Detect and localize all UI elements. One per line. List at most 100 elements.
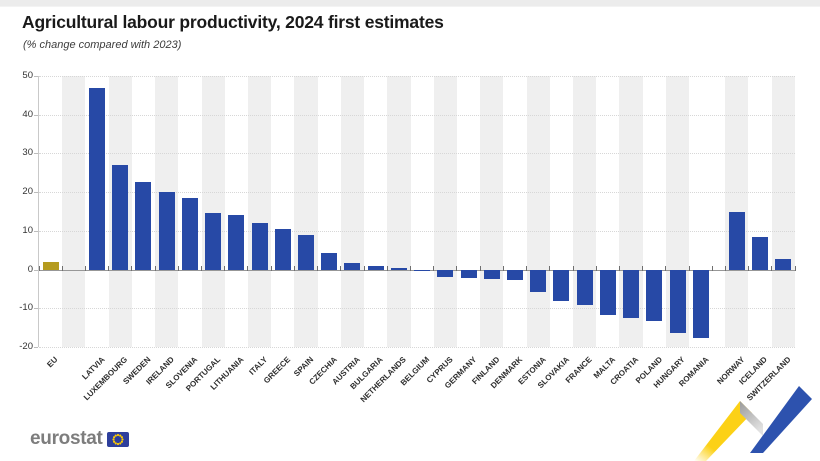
column-malta: MALTA	[592, 76, 619, 380]
x-axis-tick	[224, 265, 226, 271]
x-axis-tick	[386, 265, 388, 271]
upward-trend-ribbon-decoration	[694, 386, 812, 461]
column-denmark: DENMARK	[489, 76, 526, 390]
y-axis-label-50: 50	[22, 70, 33, 81]
bar-norway	[728, 211, 745, 270]
x-axis-tick	[572, 265, 574, 271]
x-axis-tick	[84, 265, 86, 271]
gridline	[39, 308, 795, 310]
bar-france	[576, 269, 593, 306]
bar-luxembourg	[112, 165, 129, 270]
column-slovakia: SLOVAKIA	[536, 76, 573, 390]
x-axis-tick	[340, 265, 342, 271]
x-axis-tick	[724, 265, 726, 271]
bar-greece	[274, 228, 291, 270]
column-switzerland: SWITZERLAND	[745, 76, 795, 403]
gridline	[39, 114, 795, 116]
x-axis-tick	[38, 265, 40, 271]
column-hungary: HUNGARY	[652, 76, 690, 390]
column-ireland: IRELAND	[145, 76, 179, 387]
column-portugal: PORTUGAL	[184, 76, 225, 393]
y-axis-tick	[34, 114, 38, 116]
column-norway: NORWAY	[715, 76, 749, 386]
gridline	[39, 192, 795, 194]
bar-malta	[599, 269, 616, 316]
column-belgium: BELGIUM	[399, 76, 434, 387]
x-axis-tick	[549, 265, 551, 271]
x-axis-tick	[270, 265, 272, 271]
bar-spain	[298, 234, 315, 270]
y-axis-tick	[34, 347, 38, 348]
column-lithuania: LITHUANIA	[209, 76, 248, 392]
column-czechia: CZECHIA	[307, 76, 341, 387]
bar-chart: EU LATVIA LUXEMBOURG SWEDEN IRELAND SLOVENIA P…	[19, 70, 796, 404]
bar-ireland	[158, 192, 175, 270]
column-austria: AUSTRIA	[330, 76, 365, 387]
bar-sweden	[135, 182, 152, 270]
column-iceland: ICELAND	[738, 76, 771, 387]
x-axis-tick	[502, 265, 504, 271]
x-axis-tick	[456, 265, 458, 271]
column-container: EU LATVIA LUXEMBOURG SWEDEN IRELAND SLOVENIA P…	[38, 76, 795, 404]
x-axis-tick	[794, 265, 796, 271]
column-cyprus: CYPRUS	[425, 76, 457, 385]
y-axis-tick	[34, 230, 38, 232]
column-netherlands: NETHERLANDS	[359, 76, 411, 404]
y-axis-label-20: 20	[22, 186, 33, 198]
eu-flag-icon	[106, 431, 129, 447]
column-gap	[61, 76, 86, 347]
x-axis-tick	[526, 265, 528, 271]
plot-area: EU LATVIA LUXEMBOURG SWEDEN IRELAND SLOVENIA P…	[34, 76, 796, 404]
bar-italy	[251, 223, 268, 270]
x-axis-tick	[618, 265, 620, 271]
y-axis-tick	[34, 76, 38, 77]
x-axis-tick	[317, 265, 319, 271]
column-slovenia: SLOVENIA	[164, 76, 201, 390]
y-axis-tick	[34, 153, 38, 155]
bar-denmark	[506, 269, 523, 281]
column-finland: FINLAND	[470, 76, 504, 386]
bar-germany	[460, 269, 477, 279]
x-axis-tick	[595, 265, 597, 271]
x-axis-tick	[201, 265, 203, 271]
bar-austria	[344, 262, 361, 270]
column-croatia: CROATIA	[609, 76, 643, 387]
y-axis-label--20: -20	[19, 341, 33, 352]
x-axis-tick	[410, 265, 411, 271]
column-greece: GREECE	[262, 76, 294, 385]
x-axis-tick	[293, 265, 295, 271]
x-axis-tick	[108, 265, 110, 271]
bar-portugal	[205, 213, 222, 270]
column-germany: GERMANY	[443, 76, 480, 390]
y-axis-label-30: 30	[22, 147, 33, 159]
bar-estonia	[530, 269, 547, 292]
bar-slovenia	[181, 197, 198, 270]
eurostat-logo-text: eurostat	[30, 428, 103, 449]
bar-croatia	[623, 269, 640, 318]
column-poland: POLAND	[633, 76, 666, 385]
bar-finland	[483, 269, 500, 280]
gridline	[39, 76, 795, 77]
column-gap	[711, 76, 725, 347]
x-axis-tick	[131, 265, 133, 271]
bar-slovakia	[553, 269, 570, 301]
x-axis-tick	[479, 265, 481, 271]
x-axis-tick	[61, 265, 63, 271]
x-axis-tick	[711, 265, 713, 271]
x-axis-tick	[688, 265, 690, 271]
x-axis-tick	[747, 265, 749, 271]
bar-netherlands	[390, 268, 407, 270]
y-axis-tick	[34, 192, 38, 194]
x-axis-tick	[177, 265, 179, 271]
y-axis-tick	[34, 269, 38, 271]
x-axis-tick	[433, 265, 435, 271]
column-luxembourg: LUXEMBOURG	[82, 76, 132, 402]
column-estonia: ESTONIA	[516, 76, 550, 386]
y-axis-label-10: 10	[22, 224, 33, 236]
x-axis-tick	[247, 265, 249, 271]
x-axis-tick	[363, 265, 365, 271]
column-france: FRANCE	[564, 76, 597, 385]
column-eu: EU	[38, 76, 62, 369]
bar-lithuania	[228, 215, 245, 270]
